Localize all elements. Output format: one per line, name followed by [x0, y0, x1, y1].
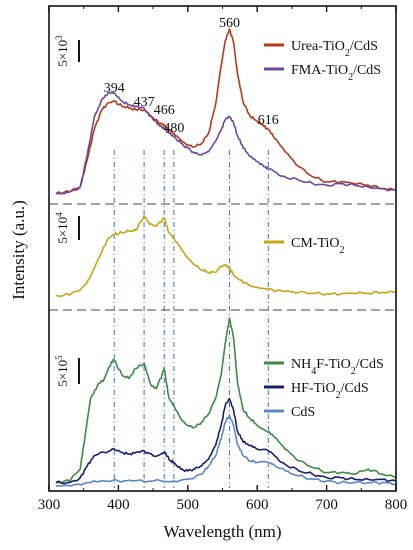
scale-bar-base: 5×10: [55, 360, 70, 387]
axes: [48, 5, 397, 492]
labels-layer: Urea-TiO2/CdSFMA-TiO2/CdS5×1033944374664…: [9, 16, 407, 541]
legend-text: CM-TiO: [291, 236, 340, 251]
scale-bar-base: 5×10: [55, 40, 70, 67]
peak-label-616: 616: [258, 113, 279, 128]
legend-text: F-TiO: [316, 357, 351, 372]
x-tick-label-400: 400: [107, 497, 130, 513]
x-tick-label-800: 800: [385, 497, 408, 513]
legend-subscript: 2: [345, 48, 350, 59]
series-line-cds: [55, 414, 397, 487]
legend-text: /CdS: [350, 39, 378, 54]
scale-bar-label-middle: 5×104: [54, 212, 70, 244]
legend-text: /CdS: [356, 357, 384, 372]
legend-subscript: 2: [336, 390, 341, 401]
legend-label-urea-tio2-cds: Urea-TiO2/CdS: [291, 39, 378, 59]
legend-subscript: 2: [348, 72, 353, 83]
legend-text: NH: [291, 357, 311, 372]
series-line-hf-tio2-cds: [55, 397, 397, 485]
peak-label-437: 437: [134, 95, 155, 110]
x-tick-label-600: 600: [246, 497, 269, 513]
series-line-cm-tio2: [55, 215, 397, 298]
x-tick-label-700: 700: [315, 497, 338, 513]
x-tick-label-500: 500: [177, 497, 200, 513]
series-layer: [55, 28, 397, 487]
legend-subscript: 2: [351, 366, 356, 377]
panel-separators: [49, 203, 396, 311]
scale-bar-exponent: 5: [54, 355, 64, 360]
x-axis-title: Wavelength (nm): [163, 522, 281, 541]
scale-bar-exponent: 3: [54, 35, 64, 40]
peak-label-394: 394: [104, 81, 125, 96]
legend-label-fma-tio2-cds: FMA-TiO2/CdS: [291, 63, 381, 83]
legend-subscript: 4: [311, 366, 316, 377]
scale-bar-label-top: 5×103: [54, 35, 70, 67]
reference-lines: [113, 150, 269, 488]
legend-text: Urea-TiO: [291, 39, 345, 54]
legend-text: HF-TiO: [291, 381, 336, 396]
series-line-urea-tio2-cds: [55, 28, 397, 195]
scale-bar-exponent: 4: [54, 212, 64, 217]
series-line-nh4f-tio2-cds: [55, 317, 397, 484]
peak-label-560: 560: [219, 16, 240, 31]
scale-bar-base: 5×10: [55, 217, 70, 244]
legend-label-cm-tio2: CM-TiO2: [291, 236, 345, 256]
peak-label-466: 466: [154, 103, 175, 118]
legend-subscript: 2: [340, 245, 345, 256]
legend-text: /CdS: [341, 381, 369, 396]
legend-text: CdS: [291, 405, 315, 420]
scale-bar-label-bottom: 5×105: [54, 355, 70, 387]
legend-label-hf-tio2-cds: HF-TiO2/CdS: [291, 381, 369, 401]
y-axis-title: Intensity (a.u.): [9, 200, 28, 300]
legend-label-nh4f-tio2-cds: NH4F-TiO2/CdS: [291, 357, 384, 377]
x-tick-label-300: 300: [38, 497, 61, 513]
legend-text: /CdS: [353, 63, 381, 78]
series-line-fma-tio2-cds: [55, 91, 397, 195]
peak-label-480: 480: [163, 121, 184, 136]
legend-label-cds: CdS: [291, 405, 315, 420]
legend-text: FMA-TiO: [291, 63, 348, 78]
